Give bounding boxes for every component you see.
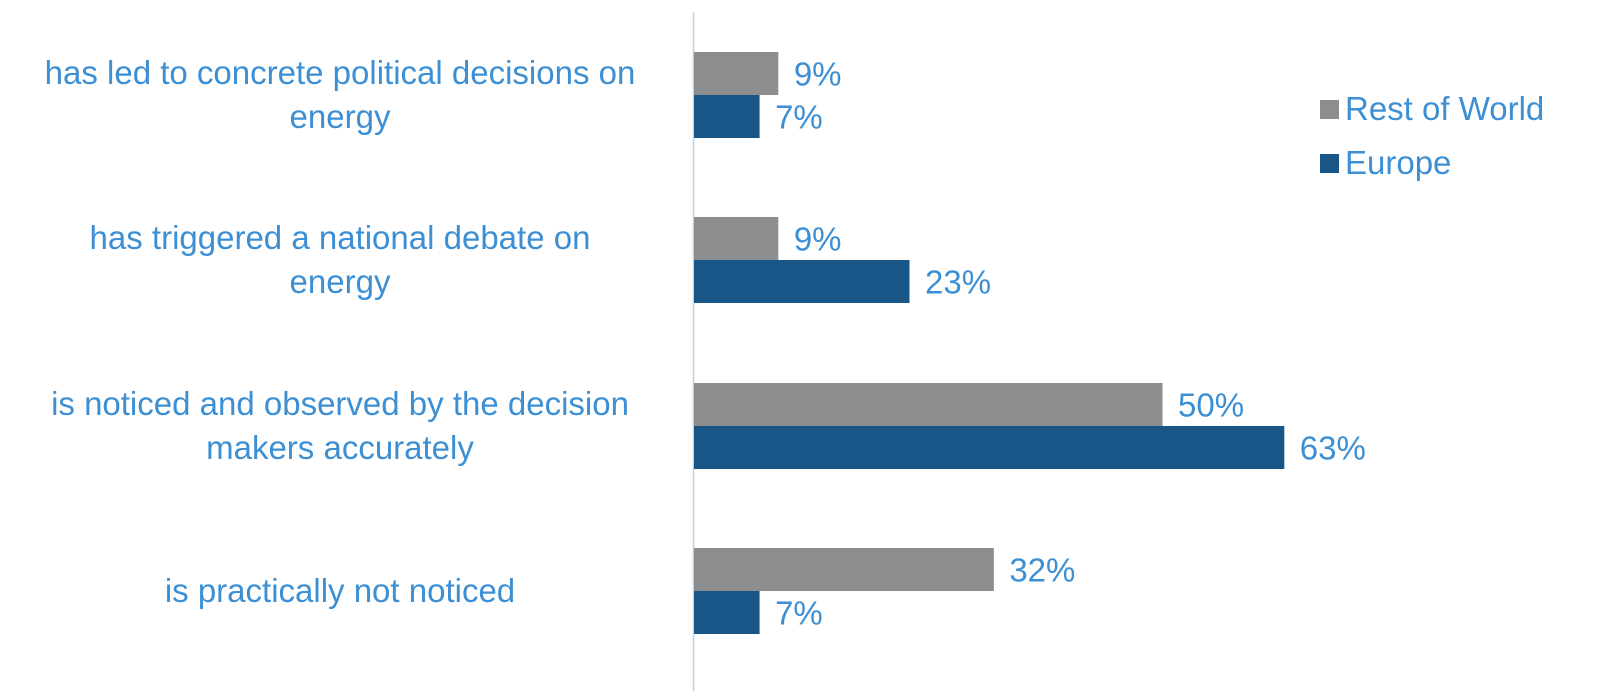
legend-swatch: [1320, 99, 1339, 119]
data-label: 7%: [775, 99, 823, 136]
data-label: 32%: [1009, 552, 1075, 589]
bar-rest-of-world: [694, 217, 779, 260]
legend-label: Rest of World: [1345, 90, 1545, 127]
data-label: 7%: [775, 595, 823, 632]
category-label-line: is noticed and observed by the decision: [51, 385, 629, 422]
category-label-line: is practically not noticed: [164, 572, 516, 609]
bar-europe: [694, 260, 910, 303]
category-label: is practically not noticed: [0, 569, 680, 613]
data-label: 63%: [1300, 430, 1366, 467]
category-label-line: makers accurately: [206, 429, 474, 466]
data-label: 9%: [794, 221, 842, 258]
bar-europe: [694, 591, 760, 634]
bar-rest-of-world: [694, 52, 779, 95]
category-label: has triggered a national debate on energy: [0, 216, 680, 304]
legend-swatch: [1320, 153, 1339, 173]
category-label-line: energy: [289, 98, 391, 135]
bar-rest-of-world: [694, 383, 1163, 426]
legend-label: Europe: [1345, 144, 1452, 181]
bar-rest-of-world: [694, 548, 994, 591]
category-label-line: energy: [289, 263, 391, 300]
data-label: 23%: [925, 264, 991, 301]
legend-item: Europe: [1320, 144, 1451, 182]
bar-europe: [694, 426, 1285, 469]
category-label-line: has led to concrete political decisions …: [44, 54, 636, 91]
category-label: has led to concrete political decisions …: [0, 51, 680, 139]
data-label: 9%: [794, 56, 842, 93]
legend-item: Rest of World: [1320, 90, 1544, 128]
data-label: 50%: [1178, 387, 1244, 424]
category-label: is noticed and observed by the decision m…: [0, 382, 680, 470]
bar-europe: [694, 95, 760, 138]
category-label-line: has triggered a national debate on: [89, 219, 591, 256]
